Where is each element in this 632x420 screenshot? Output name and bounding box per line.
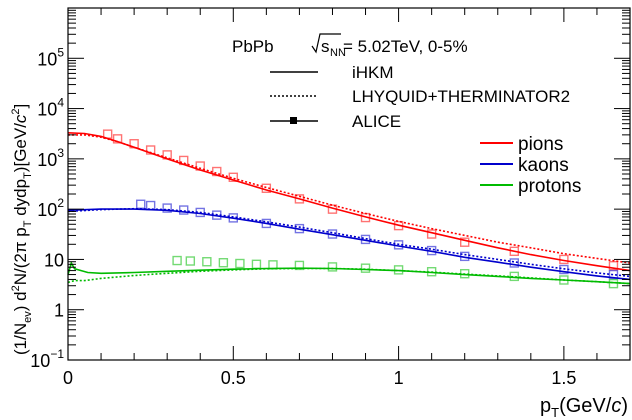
pions-alice-point bbox=[145, 145, 156, 155]
x-axis-title: pT(GeV/c) bbox=[540, 395, 628, 420]
y-tick-label: 104 bbox=[37, 96, 64, 120]
protons-alice-point bbox=[426, 267, 437, 277]
kaons-alice-point bbox=[179, 205, 189, 215]
y-tick-label: 10 bbox=[44, 250, 64, 270]
y-tick-label: 105 bbox=[37, 45, 64, 69]
kaons-alice-point bbox=[145, 200, 156, 211]
legend-kaons-label: kaons bbox=[518, 155, 569, 176]
kaons-lhyquid-line bbox=[67, 207, 631, 278]
pions-alice-point bbox=[327, 204, 338, 214]
kaons-alice-point bbox=[393, 240, 404, 250]
protons-alice-point bbox=[268, 260, 278, 270]
pions-alice-point bbox=[559, 254, 569, 265]
system-label: PbPb bbox=[232, 37, 274, 56]
protons-alice-point bbox=[185, 256, 196, 266]
protons-alice-point bbox=[509, 271, 519, 282]
plot-frame bbox=[67, 7, 631, 361]
style-legend: iHKM LHYQUID+THERMINATOR2 ALICE bbox=[270, 63, 570, 131]
protons-alice-point bbox=[235, 258, 245, 269]
protons-ihkm-line bbox=[67, 260, 631, 285]
kaons-alice-point bbox=[162, 203, 172, 213]
system-annotation: PbPb s NN = 5.02TeV, 0-5% bbox=[232, 33, 468, 59]
protons-alice-point bbox=[360, 263, 371, 273]
protons-alice-point bbox=[460, 269, 470, 279]
kaons-alice-point bbox=[460, 251, 470, 262]
pions-alice-point bbox=[162, 150, 172, 160]
kaons-alice-point bbox=[136, 199, 146, 209]
pions-alice-point bbox=[261, 183, 272, 193]
kaons-alice-point bbox=[608, 269, 619, 280]
pions-alice-point bbox=[195, 161, 205, 171]
kaons-alice-point bbox=[212, 210, 222, 220]
legend-marker-square bbox=[290, 117, 297, 124]
svg-text:s: s bbox=[321, 37, 330, 56]
kaons-alice-point bbox=[509, 258, 519, 268]
kaons-alice-point bbox=[195, 207, 205, 218]
legend-lhyquid-label: LHYQUID+THERMINATOR2 bbox=[352, 87, 570, 106]
kaons-alice-point bbox=[294, 223, 305, 234]
axes-layer: 0 0.5 1 1.5 10−1 1 10 102 103 104 105 bbox=[30, 8, 631, 388]
y-tick-label: 103 bbox=[37, 146, 64, 170]
protons-alice-point bbox=[559, 275, 569, 285]
sqrt-subscript: NN bbox=[330, 47, 346, 59]
svg-text:= 5.02TeV, 0-5%: = 5.02TeV, 0-5% bbox=[343, 37, 468, 56]
protons-alice-point bbox=[294, 260, 305, 271]
protons-alice-point bbox=[393, 265, 404, 275]
y-tick-label: 10−1 bbox=[30, 347, 64, 371]
legend-ihkm-label: iHKM bbox=[352, 63, 394, 82]
series-markers-layer bbox=[102, 129, 619, 289]
protons-alice-point bbox=[218, 258, 229, 268]
protons-alice-point bbox=[608, 278, 619, 289]
legend-pions-label: pions bbox=[518, 134, 563, 155]
species-legend: pions kaons protons bbox=[480, 134, 581, 197]
kaons-alice-point bbox=[261, 218, 272, 229]
y-tick-label: 102 bbox=[37, 196, 64, 220]
kaons-alice-point bbox=[559, 264, 569, 275]
pions-alice-point bbox=[212, 166, 222, 177]
y-axis-title: (1/Nev) d2N/(2π pT dydpT)[GeV/c2] bbox=[10, 104, 34, 355]
pions-alice-point bbox=[393, 220, 404, 231]
kaons-alice-point bbox=[426, 245, 437, 256]
pions-alice-point bbox=[112, 134, 123, 144]
pions-alice-point bbox=[509, 246, 519, 257]
pions-alice-point bbox=[129, 139, 139, 149]
x-tick-label: 1 bbox=[394, 368, 404, 388]
protons-lhyquid-line bbox=[67, 267, 631, 285]
kaons-alice-point bbox=[228, 213, 238, 223]
kaons-alice-point bbox=[327, 229, 338, 239]
pions-alice-point bbox=[294, 194, 305, 204]
sqrt-label: s bbox=[321, 37, 330, 56]
legend-alice-label: ALICE bbox=[352, 112, 401, 131]
protons-alice-point bbox=[172, 255, 182, 266]
pions-alice-point bbox=[360, 212, 371, 223]
x-tick-label: 0.5 bbox=[221, 368, 246, 388]
protons-alice-point bbox=[202, 257, 212, 267]
protons-alice-point bbox=[251, 259, 262, 270]
x-tick-label: 1.5 bbox=[551, 368, 576, 388]
pions-alice-point bbox=[426, 229, 437, 239]
x-tick-label: 0 bbox=[63, 368, 73, 388]
legend-protons-label: protons bbox=[518, 176, 581, 197]
pions-alice-point bbox=[608, 261, 619, 271]
protons-alice-point bbox=[327, 262, 338, 272]
energy-label: = 5.02TeV, 0-5% bbox=[343, 37, 468, 56]
svg-text:PbPb: PbPb bbox=[232, 37, 274, 56]
y-tick-label: 1 bbox=[54, 301, 64, 321]
sqrt-symbol bbox=[311, 33, 341, 54]
pions-alice-point bbox=[102, 129, 113, 139]
kaons-alice-point bbox=[360, 234, 371, 245]
svg-text:NN: NN bbox=[330, 47, 346, 59]
pions-alice-point bbox=[460, 237, 470, 247]
pions-alice-point bbox=[228, 172, 238, 182]
pions-alice-point bbox=[179, 155, 189, 166]
